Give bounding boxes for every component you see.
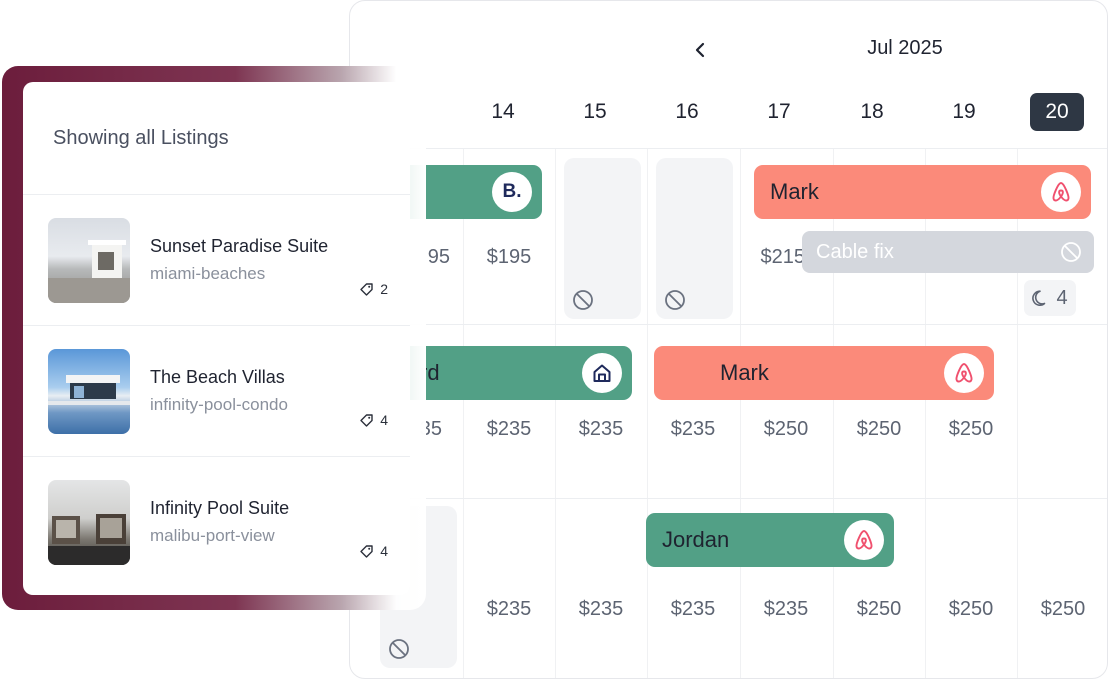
blocked-day[interactable] <box>564 158 641 319</box>
listing-name: The Beach Villas <box>150 367 285 387</box>
tag-icon <box>360 413 373 427</box>
row-divider <box>350 498 1107 499</box>
listing-photo <box>48 218 130 303</box>
listing-photo <box>48 349 130 434</box>
day-header[interactable]: 19 <box>952 100 976 123</box>
price: $235 <box>670 598 716 620</box>
day-header[interactable]: 15 <box>583 100 607 123</box>
prev-month-button[interactable] <box>688 38 712 62</box>
grid-line <box>740 149 741 678</box>
day-header[interactable]: 14 <box>491 100 515 123</box>
row-divider <box>350 324 1107 325</box>
listing-name: Sunset Paradise Suite <box>150 236 329 256</box>
day-header-today[interactable]: 20 <box>1030 93 1084 131</box>
booking-com-icon: B. <box>492 172 532 212</box>
day-header[interactable]: 17 <box>767 100 791 123</box>
grid-line <box>833 149 834 678</box>
price: $250 <box>948 598 994 620</box>
booking-bar[interactable]: Mark <box>654 346 994 400</box>
booking-guest: Mark <box>770 179 819 204</box>
listing-slug: miami-beaches <box>150 264 266 283</box>
grid-line <box>1017 149 1018 678</box>
price: $195 <box>486 246 532 268</box>
tag-icon <box>360 544 373 558</box>
grid-line <box>555 149 556 678</box>
price: $235 <box>486 418 532 440</box>
day-header[interactable]: 18 <box>860 100 884 123</box>
price: $235 <box>486 598 532 620</box>
ban-icon <box>1061 242 1081 262</box>
listings-panel: Showing all Listings Sunset Paradise Sui… <box>23 82 410 595</box>
listings-header: Showing all Listings <box>23 82 410 195</box>
day-header[interactable]: 16 <box>675 100 699 123</box>
price: $250 <box>856 598 902 620</box>
price: $250 <box>948 418 994 440</box>
note-label: Cable fix <box>816 240 894 263</box>
grid-line <box>463 149 464 678</box>
min-stay-badge: 4 <box>1024 280 1076 316</box>
price: $250 <box>856 418 902 440</box>
moon-icon <box>1032 290 1046 306</box>
ban-icon <box>389 639 409 659</box>
listing-item[interactable]: The Beach Villas infinity-pool-condo 4 <box>23 326 410 457</box>
listing-item[interactable]: Infinity Pool Suite malibu-port-view 4 <box>23 457 410 588</box>
listing-photo <box>48 480 130 565</box>
listing-slug: infinity-pool-condo <box>150 395 288 414</box>
tag-icon <box>360 282 373 296</box>
price: $250 <box>1040 598 1086 620</box>
calendar-header: Jul 2025 14 15 16 17 18 19 20 <box>350 1 1107 149</box>
home-icon <box>582 353 622 393</box>
airbnb-icon <box>1041 172 1081 212</box>
grid-line <box>647 149 648 678</box>
grid-line <box>925 149 926 678</box>
listing-name: Infinity Pool Suite <box>150 498 290 518</box>
blocked-day[interactable] <box>656 158 733 319</box>
price: $235 <box>670 418 716 440</box>
airbnb-icon <box>844 520 884 560</box>
price: $215 <box>760 246 806 268</box>
chevron-left-icon <box>695 42 705 58</box>
booking-guest: Mark <box>720 360 769 385</box>
listing-tags: 4 <box>359 543 388 559</box>
maintenance-note[interactable]: Cable fix <box>802 231 1094 273</box>
listing-slug: malibu-port-view <box>150 526 275 545</box>
booking-bar[interactable]: Jordan <box>646 513 894 567</box>
booking-bar[interactable]: rd <box>390 346 632 400</box>
price: $235 <box>763 598 809 620</box>
airbnb-icon <box>944 353 984 393</box>
price: $235 <box>578 418 624 440</box>
listing-tags: 4 <box>359 412 388 428</box>
ban-icon <box>573 290 593 310</box>
calendar-panel: Jul 2025 14 15 16 17 18 19 20 B. Mark 95… <box>349 0 1108 679</box>
booking-guest: Jordan <box>662 527 730 552</box>
price: $235 <box>578 598 624 620</box>
ban-icon <box>665 290 685 310</box>
listing-item[interactable]: Sunset Paradise Suite miami-beaches 2 <box>23 195 410 326</box>
price-partial: 95 <box>427 246 450 268</box>
month-label: Jul 2025 <box>867 37 943 59</box>
booking-bar[interactable]: Mark <box>754 165 1091 219</box>
listing-tags: 2 <box>359 281 388 297</box>
price: $250 <box>763 418 809 440</box>
